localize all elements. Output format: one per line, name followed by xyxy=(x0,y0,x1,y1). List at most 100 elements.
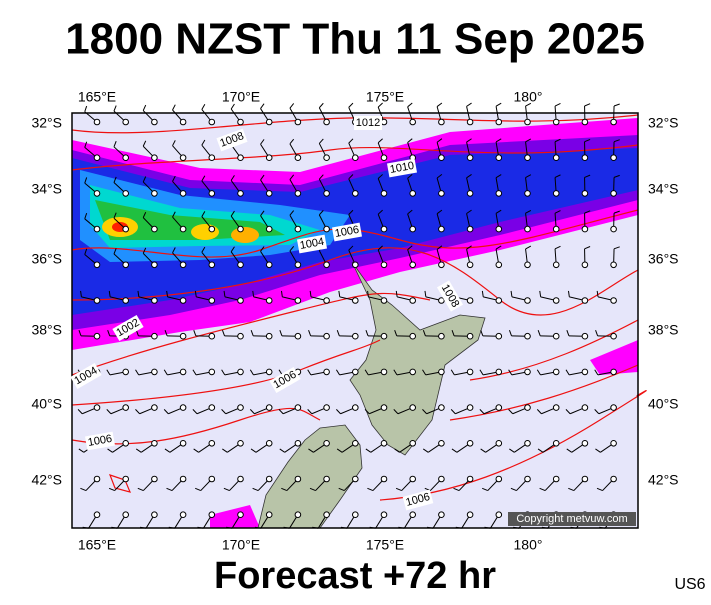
lon-label-top: 180° xyxy=(514,89,543,105)
station-dot xyxy=(152,441,158,447)
station-dot xyxy=(467,369,473,375)
station-dot xyxy=(611,191,617,197)
station-dot xyxy=(209,262,215,268)
station-dot xyxy=(611,226,617,232)
station-dot xyxy=(324,191,330,197)
station-dot xyxy=(266,512,272,518)
station-dot xyxy=(295,441,301,447)
station-dot xyxy=(525,441,531,447)
lon-label-top: 165°E xyxy=(78,89,116,105)
rain-peak xyxy=(191,224,219,240)
lon-label-top: 175°E xyxy=(366,89,404,105)
station-dot xyxy=(295,262,301,268)
barb-flag xyxy=(408,103,413,107)
station-dot xyxy=(611,298,617,304)
station-dot xyxy=(611,119,617,125)
station-dot xyxy=(324,476,330,482)
station-dot xyxy=(152,262,158,268)
station-dot xyxy=(152,119,158,125)
station-dot xyxy=(180,155,186,161)
barb-flag xyxy=(467,103,472,106)
station-dot xyxy=(324,226,330,232)
station-dot xyxy=(209,155,215,161)
station-dot xyxy=(553,333,559,339)
barb-flag xyxy=(437,103,442,107)
station-dot xyxy=(353,512,359,518)
station-dot xyxy=(467,405,473,411)
station-dot xyxy=(152,333,158,339)
barb-flag xyxy=(143,105,145,110)
station-dot xyxy=(152,191,158,197)
station-dot xyxy=(496,333,502,339)
station-dot xyxy=(381,119,387,125)
station-dot xyxy=(295,119,301,125)
station-dot xyxy=(295,476,301,482)
station-dot xyxy=(152,405,158,411)
lat-label-left: 36°S xyxy=(31,251,62,267)
station-dot xyxy=(209,405,215,411)
station-dot xyxy=(525,262,531,268)
station-dot xyxy=(152,476,158,482)
station-dot xyxy=(324,333,330,339)
station-dot xyxy=(152,369,158,375)
station-dot xyxy=(94,298,100,304)
station-dot xyxy=(582,298,588,304)
map-title: 1800 NZST Thu 11 Sep 2025 xyxy=(65,15,645,64)
station-dot xyxy=(467,512,473,518)
station-dot xyxy=(410,226,416,232)
lat-label-right: 38°S xyxy=(648,322,679,338)
station-dot xyxy=(496,476,502,482)
barb-flag xyxy=(290,103,294,108)
station-dot xyxy=(295,226,301,232)
station-dot xyxy=(525,155,531,161)
station-dot xyxy=(496,441,502,447)
station-dot xyxy=(266,226,272,232)
station-dot xyxy=(180,262,186,268)
station-dot xyxy=(439,405,445,411)
station-dot xyxy=(295,191,301,197)
station-dot xyxy=(123,476,129,482)
station-dot xyxy=(439,476,445,482)
station-dot xyxy=(123,369,129,375)
station-dot xyxy=(152,298,158,304)
station-dot xyxy=(295,405,301,411)
station-dot xyxy=(525,191,531,197)
station-dot xyxy=(180,405,186,411)
station-dot xyxy=(582,155,588,161)
station-dot xyxy=(209,119,215,125)
station-dot xyxy=(353,298,359,304)
station-dot xyxy=(152,155,158,161)
station-dot xyxy=(553,476,559,482)
station-dot xyxy=(209,298,215,304)
station-dot xyxy=(353,262,359,268)
station-dot xyxy=(266,369,272,375)
station-dot xyxy=(238,333,244,339)
station-dot xyxy=(353,369,359,375)
station-dot xyxy=(238,155,244,161)
station-dot xyxy=(238,405,244,411)
station-dot xyxy=(295,298,301,304)
station-dot xyxy=(467,191,473,197)
station-dot xyxy=(324,298,330,304)
station-dot xyxy=(410,405,416,411)
station-dot xyxy=(553,226,559,232)
station-dot xyxy=(238,512,244,518)
station-dot xyxy=(94,512,100,518)
station-dot xyxy=(553,298,559,304)
station-dot xyxy=(525,119,531,125)
station-dot xyxy=(582,262,588,268)
station-dot xyxy=(209,476,215,482)
station-dot xyxy=(180,476,186,482)
station-dot xyxy=(467,155,473,161)
rain-peak xyxy=(231,227,259,243)
station-dot xyxy=(123,155,129,161)
station-dot xyxy=(152,226,158,232)
region-code: US6 xyxy=(674,576,705,593)
station-dot xyxy=(238,262,244,268)
station-dot xyxy=(611,405,617,411)
lat-label-left: 38°S xyxy=(31,322,62,338)
station-dot xyxy=(439,333,445,339)
station-dot xyxy=(324,262,330,268)
barb-flag xyxy=(496,103,501,106)
station-dot xyxy=(324,119,330,125)
